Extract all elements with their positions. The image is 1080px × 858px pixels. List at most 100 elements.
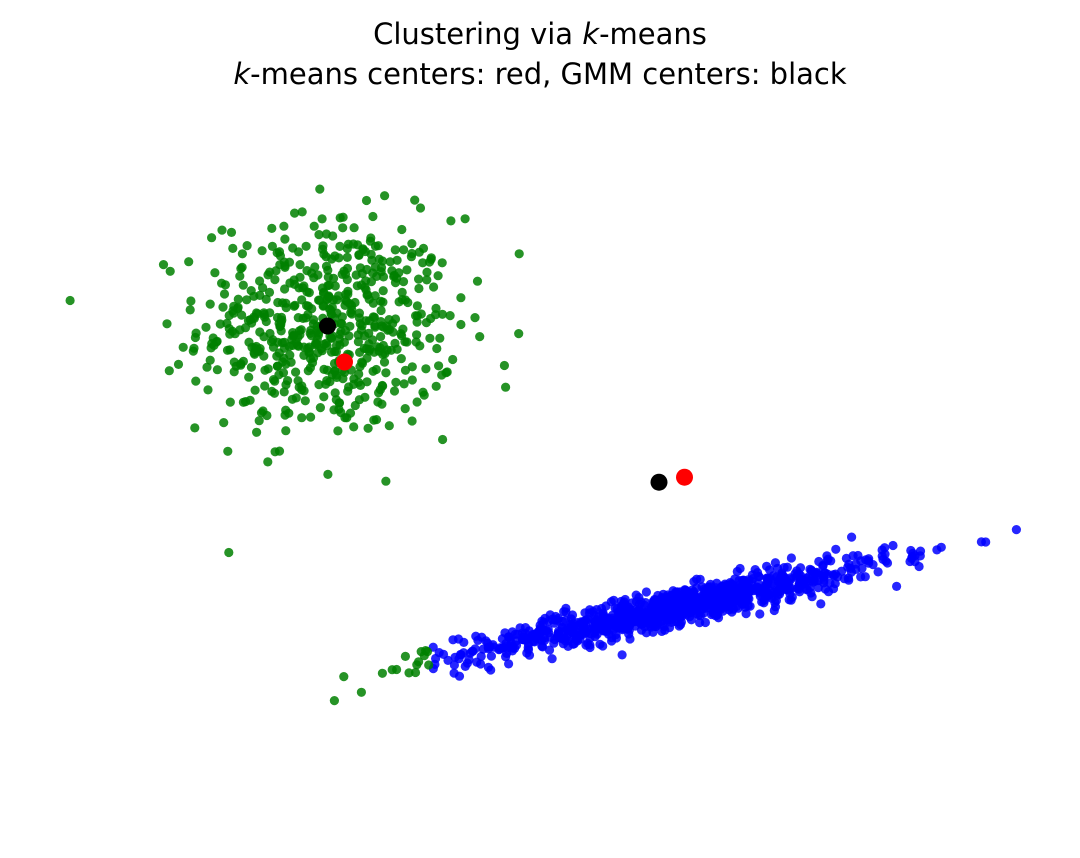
data-point-green <box>269 388 280 398</box>
data-point-green <box>331 347 341 357</box>
data-point-blue <box>486 665 496 675</box>
data-point-green <box>303 301 313 311</box>
data-point-green <box>343 386 353 396</box>
data-point-green <box>173 359 184 369</box>
data-point-blue <box>538 625 549 635</box>
data-point-green <box>361 195 372 206</box>
title-line2-suffix: -means centers: red, GMM centers: black <box>250 57 847 91</box>
data-point-green <box>410 667 421 678</box>
data-point-green <box>418 258 428 268</box>
data-point-blue <box>819 575 829 585</box>
data-point-blue <box>976 537 987 547</box>
data-point-green <box>377 668 387 678</box>
data-point-blue <box>695 611 706 621</box>
data-point-green <box>360 246 370 257</box>
data-point-green <box>235 271 245 281</box>
data-point-green <box>460 214 470 224</box>
gmm-center-marker <box>319 317 336 335</box>
data-point-blue <box>915 546 926 556</box>
data-point-green <box>431 381 441 391</box>
data-point-green <box>360 331 370 341</box>
data-point-blue <box>553 613 563 624</box>
data-point-green <box>412 311 422 321</box>
data-point-green <box>225 397 235 407</box>
data-point-green <box>303 343 313 353</box>
data-point-blue <box>576 617 586 627</box>
data-point-green <box>327 333 337 343</box>
data-point-green <box>418 387 428 397</box>
data-point-blue <box>486 651 496 661</box>
data-point-green <box>412 301 422 311</box>
data-point-green <box>424 660 434 670</box>
data-point-blue <box>666 597 676 607</box>
data-point-green <box>397 287 407 297</box>
data-point-green <box>262 410 272 421</box>
data-point-green <box>366 277 376 287</box>
data-point-green <box>219 289 230 299</box>
data-point-green <box>277 315 287 325</box>
data-point-green <box>400 404 410 414</box>
data-point-green <box>414 247 424 257</box>
data-point-green <box>191 376 201 386</box>
kmeans-center-marker <box>336 353 353 371</box>
data-point-blue <box>727 584 737 594</box>
data-point-green <box>345 321 355 331</box>
data-point-green <box>314 380 324 390</box>
data-point-green <box>415 341 425 351</box>
data-point-blue <box>508 641 518 652</box>
data-point-green <box>308 319 318 329</box>
data-point-green <box>376 317 386 327</box>
data-point-blue <box>583 638 593 649</box>
data-point-green <box>225 345 235 355</box>
data-point-green <box>331 370 341 380</box>
data-point-blue <box>456 650 466 660</box>
data-point-green <box>297 385 307 395</box>
data-point-green <box>273 297 283 308</box>
data-point-green <box>368 211 378 222</box>
data-point-blue <box>782 562 793 572</box>
data-point-green <box>235 325 245 335</box>
data-point-blue <box>559 607 569 617</box>
data-point-green <box>291 367 301 377</box>
data-point-blue <box>754 572 764 582</box>
data-point-green <box>162 319 172 329</box>
data-point-green <box>219 418 229 428</box>
data-point-green <box>315 403 325 413</box>
data-point-blue <box>888 540 898 551</box>
data-point-green <box>362 353 372 363</box>
data-point-green <box>321 229 331 239</box>
data-point-green <box>280 261 290 271</box>
data-point-blue <box>744 586 754 597</box>
data-point-blue <box>597 622 607 632</box>
data-point-green <box>330 388 340 398</box>
data-point-blue <box>770 602 781 612</box>
data-point-green <box>220 280 230 290</box>
data-point-green <box>244 337 254 347</box>
data-point-green <box>374 388 384 398</box>
data-point-green <box>298 313 308 323</box>
data-point-green <box>422 647 432 657</box>
chart-title: Clustering via k-means k-means centers: … <box>0 14 1080 94</box>
data-point-green <box>268 342 279 352</box>
data-point-green <box>270 447 280 457</box>
data-point-green <box>425 333 435 343</box>
data-point-blue <box>524 650 535 660</box>
data-point-green <box>244 372 254 382</box>
data-point-green <box>280 410 290 420</box>
data-point-blue <box>581 627 591 637</box>
data-point-green <box>318 244 328 254</box>
data-point-blue <box>594 612 604 622</box>
data-point-green <box>412 330 422 340</box>
data-point-green <box>392 255 402 265</box>
data-point-green <box>390 338 400 348</box>
data-point-blue <box>773 563 783 573</box>
data-point-blue <box>853 550 863 561</box>
data-point-green <box>363 423 373 433</box>
data-point-green <box>407 416 417 426</box>
data-point-blue <box>743 575 753 585</box>
data-point-green <box>335 213 345 223</box>
data-point-green <box>246 362 256 372</box>
data-point-green <box>205 355 215 365</box>
data-point-green <box>421 318 431 328</box>
data-point-blue <box>861 555 871 565</box>
